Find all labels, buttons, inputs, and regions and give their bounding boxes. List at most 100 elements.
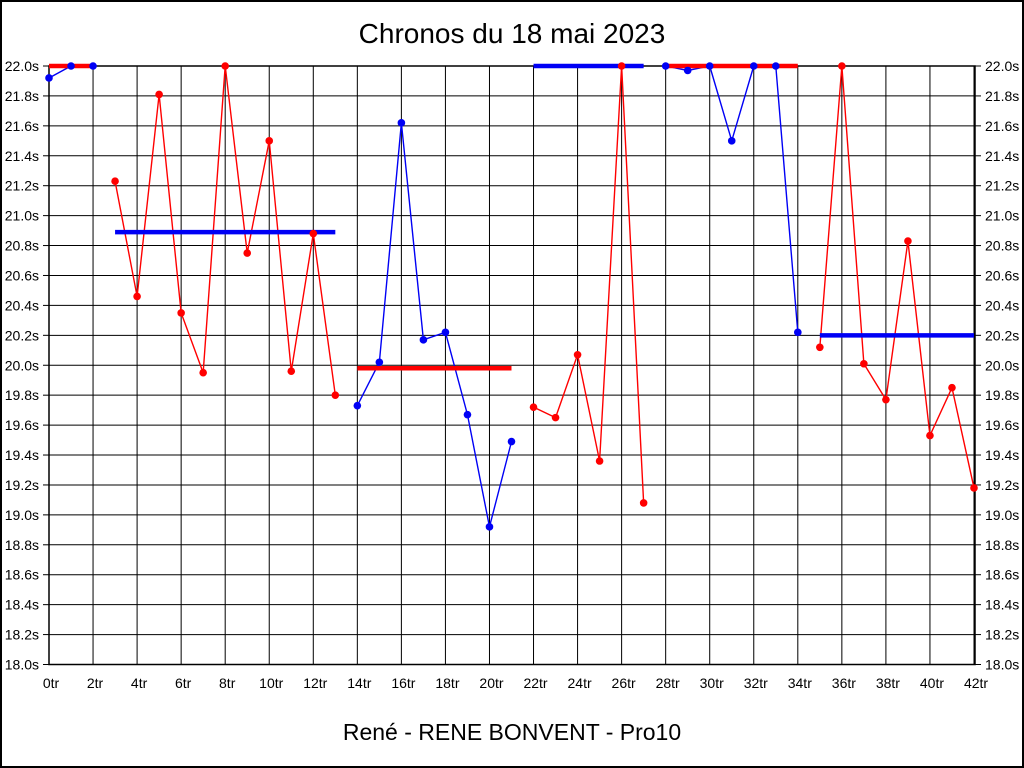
x-axis-label: 28tr <box>656 675 680 691</box>
session-3-lap-line <box>356 122 513 528</box>
session-6-lap-point <box>838 62 846 70</box>
y-axis-label-right: 21.6s <box>985 118 1019 134</box>
y-axis-label-right: 20.4s <box>985 297 1019 313</box>
y-axis-label-right: 20.0s <box>985 357 1019 373</box>
x-axis-label: 14tr <box>347 675 371 691</box>
y-axis-label-left: 19.4s <box>5 447 39 463</box>
y-axis-label-left: 21.8s <box>5 88 39 104</box>
y-axis-label-right: 18.0s <box>985 657 1019 673</box>
y-axis-label-right: 19.0s <box>985 507 1019 523</box>
session-3-lap-point <box>441 328 450 337</box>
x-axis-label: 34tr <box>788 675 812 691</box>
y-axis-label-right: 19.4s <box>985 447 1019 463</box>
session-3-lap-point <box>375 358 384 367</box>
session-4-lap-line <box>533 65 645 503</box>
y-axis-label-right: 21.8s <box>985 88 1019 104</box>
x-axis-label: 26tr <box>612 675 636 691</box>
session-6-lap-point <box>926 431 934 440</box>
x-axis-label: 30tr <box>700 675 724 691</box>
session-5-lap-line <box>665 65 799 333</box>
x-axis-label: 10tr <box>259 675 283 691</box>
session-4-lap-point <box>529 403 538 411</box>
x-axis-label: 32tr <box>744 675 768 691</box>
y-axis-label-left: 21.6s <box>5 118 39 134</box>
y-axis-label-left: 20.6s <box>5 267 39 283</box>
session-5-lap-point <box>794 328 802 337</box>
session-2-lap-point <box>111 177 119 186</box>
plot-border <box>48 65 976 666</box>
y-axis-label-left: 18.2s <box>5 627 39 643</box>
session-2-lap-point <box>155 90 163 99</box>
session-6-lap-point <box>816 343 824 352</box>
y-axis-label-left: 18.0s <box>5 657 39 673</box>
session-6-lap-point <box>970 484 978 492</box>
y-axis-label-right: 19.2s <box>985 477 1019 493</box>
session-2-lap-point <box>331 391 340 399</box>
session-2-lap-point <box>287 367 296 376</box>
y-axis-label-right: 18.2s <box>985 627 1019 643</box>
x-axis-label: 40tr <box>920 675 944 691</box>
y-axis-label-left: 18.6s <box>5 567 39 583</box>
y-axis-label-left: 18.8s <box>5 537 39 553</box>
session-6-lap-point <box>948 383 956 392</box>
x-axis-label: 24tr <box>568 675 592 691</box>
y-axis-label-right: 19.8s <box>985 387 1019 403</box>
session-3-lap-point <box>419 336 428 344</box>
x-axis-label: 42tr <box>964 675 988 691</box>
session-6-lap-point <box>860 359 868 368</box>
session-2-lap-point <box>309 229 318 238</box>
x-axis-label: 20tr <box>479 675 503 691</box>
driver-caption: René - RENE BONVENT - Pro10 <box>342 719 682 745</box>
session-4-lap-point <box>551 413 560 422</box>
session-5-lap-point <box>771 62 780 70</box>
session-2-lap-point <box>199 368 207 377</box>
session-5-lap-point <box>705 62 714 70</box>
chart-title: Chronos du 18 mai 2023 <box>358 18 666 49</box>
session-4-lap-point <box>573 350 582 359</box>
session-2-lap-point <box>133 292 141 301</box>
session-4-lap-point <box>639 499 648 507</box>
session-3-lap-point <box>485 523 494 531</box>
session-4-lap-point <box>617 62 626 70</box>
y-axis-label-left: 21.2s <box>5 178 39 194</box>
y-axis-label-right: 22.0s <box>985 58 1019 74</box>
x-axis-label: 22tr <box>523 675 547 691</box>
y-axis-label-right: 21.4s <box>985 148 1019 164</box>
x-axis-label: 36tr <box>832 675 856 691</box>
x-axis-label: 2tr <box>87 675 104 691</box>
y-axis-label-left: 18.4s <box>5 597 39 613</box>
y-axis-label-left: 20.4s <box>5 297 39 313</box>
y-axis-label-right: 18.4s <box>985 597 1019 613</box>
y-axis-label-right: 19.6s <box>985 417 1019 433</box>
session-3-lap-point <box>397 119 406 127</box>
x-axis-label: 0tr <box>43 675 60 691</box>
x-axis-label: 38tr <box>876 675 900 691</box>
session-5-lap-point <box>749 62 758 70</box>
y-axis-label-right: 20.6s <box>985 267 1019 283</box>
x-axis-label: 6tr <box>175 675 192 691</box>
session-6-lap-line <box>819 65 975 489</box>
y-axis-label-right: 20.8s <box>985 238 1019 254</box>
session-6-lap-point <box>882 395 890 404</box>
session-2-lap-point <box>221 62 229 70</box>
y-axis-label-right: 18.6s <box>985 567 1019 583</box>
y-axis-label-left: 21.4s <box>5 148 39 164</box>
x-axis-label: 12tr <box>303 675 327 691</box>
session-1-lap-point <box>67 62 75 70</box>
y-axis-label-right: 20.2s <box>985 327 1019 343</box>
y-axis-label-left: 22.0s <box>5 58 39 74</box>
session-4-lap-point <box>595 457 604 465</box>
session-2-lap-point <box>243 249 252 257</box>
session-6-lap-point <box>904 237 912 245</box>
y-axis-label-right: 18.8s <box>985 537 1019 553</box>
session-5-lap-point <box>661 62 670 70</box>
session-5-lap-point <box>727 137 736 145</box>
x-axis-label: 8tr <box>219 675 236 691</box>
session-3-lap-point <box>353 401 362 410</box>
y-axis-label-right: 21.0s <box>985 208 1019 224</box>
session-1-lap-point <box>45 74 53 82</box>
y-axis-label-left: 19.2s <box>5 477 39 493</box>
y-axis-label-left: 20.2s <box>5 327 39 343</box>
session-3-lap-point <box>507 437 516 446</box>
x-axis-label: 16tr <box>391 675 415 691</box>
